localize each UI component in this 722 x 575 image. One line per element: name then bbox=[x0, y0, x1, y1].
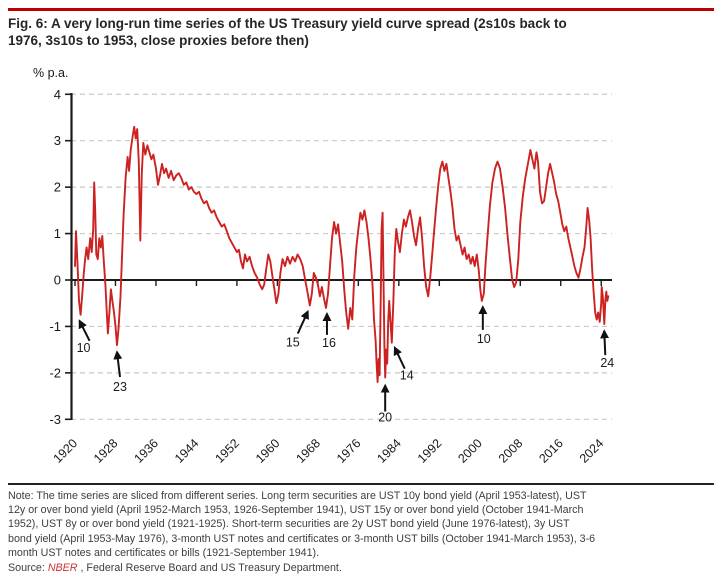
y-tick-label: 0 bbox=[54, 273, 61, 288]
note-line: 1952), UST 8y or over bond yield (1921-1… bbox=[8, 518, 570, 531]
y-axis-unit-label: % p.a. bbox=[33, 66, 69, 80]
source-nber-link[interactable]: NBER bbox=[47, 562, 78, 575]
y-tick-label: 1 bbox=[54, 226, 61, 241]
annotation-arrow bbox=[78, 319, 91, 342]
x-tick-label: 2008 bbox=[496, 436, 526, 466]
note-divider-rule bbox=[8, 483, 714, 485]
note-line: bond yield (April 1953-May 1976), 3-mont… bbox=[8, 532, 596, 545]
y-tick-label: -2 bbox=[49, 365, 61, 380]
annotation-label: 24 bbox=[600, 356, 614, 370]
y-tick-label: 4 bbox=[54, 87, 61, 102]
source-rest: , Federal Reserve Board and US Treasury … bbox=[77, 562, 342, 575]
annotation-arrow bbox=[600, 329, 610, 356]
annotation-arrow bbox=[393, 346, 406, 370]
annotation-arrow bbox=[113, 350, 123, 378]
x-tick-label: 1944 bbox=[172, 436, 202, 466]
note-line: Note: The time series are sliced from di… bbox=[8, 490, 587, 502]
annotation-label: 15 bbox=[286, 336, 300, 350]
source-line: Source: NBER , Federal Reserve Board and… bbox=[8, 561, 716, 575]
y-tick-label: 3 bbox=[54, 133, 61, 148]
note-line: 12y or over bond yield (April 1952-March… bbox=[8, 504, 584, 517]
y-tick-label: -3 bbox=[49, 412, 61, 427]
annotation-arrow bbox=[296, 309, 309, 334]
x-tick-label: 1984 bbox=[374, 436, 404, 466]
top-accent-rule bbox=[8, 8, 714, 11]
x-tick-label: 1928 bbox=[91, 436, 121, 466]
x-tick-label: 1992 bbox=[415, 436, 445, 466]
annotation-label: 14 bbox=[400, 369, 414, 383]
x-tick-label: 1952 bbox=[212, 436, 242, 466]
x-tick-label: 2024 bbox=[577, 436, 607, 466]
x-tick-label: 2000 bbox=[455, 436, 485, 466]
x-tick-label: 1976 bbox=[334, 436, 364, 466]
x-tick-label: 1960 bbox=[253, 436, 283, 466]
x-tick-label: 1920 bbox=[51, 436, 81, 466]
annotation-label: 10 bbox=[77, 341, 91, 355]
note-block: Note: The time series are sliced from di… bbox=[8, 489, 716, 575]
figure-title-line1: Fig. 6: A very long-run time series of t… bbox=[8, 16, 567, 31]
annotation-label: 16 bbox=[322, 336, 336, 350]
y-tick-label: 2 bbox=[54, 180, 61, 195]
x-tick-label: 1936 bbox=[132, 436, 162, 466]
yield-spread-line bbox=[74, 125, 610, 384]
x-tick-label: 1968 bbox=[293, 436, 323, 466]
annotation-label: 23 bbox=[113, 380, 127, 394]
note-line: month UST notes and certificates or bill… bbox=[8, 546, 320, 559]
y-tick-label: -1 bbox=[49, 319, 61, 334]
x-tick-label: 2016 bbox=[536, 436, 566, 466]
annotation-label: 20 bbox=[378, 411, 392, 425]
figure-title: Fig. 6: A very long-run time series of t… bbox=[8, 16, 714, 50]
annotation-label: 10 bbox=[477, 332, 491, 346]
source-prefix: Source: bbox=[8, 562, 48, 575]
figure-title-line2: 1976, 3s10s to 1953, close proxies befor… bbox=[8, 32, 309, 48]
